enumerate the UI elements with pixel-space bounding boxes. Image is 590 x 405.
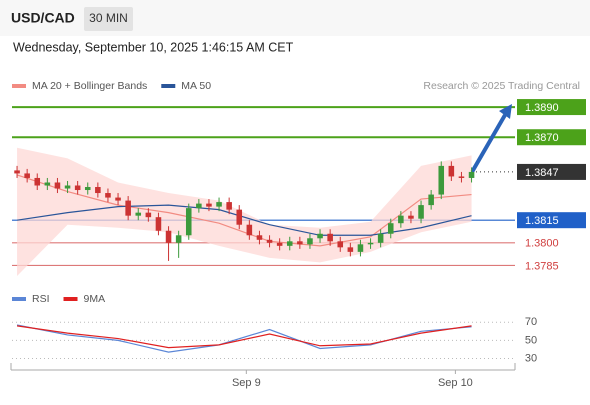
candle-body (74, 185, 81, 191)
indicator-line (16, 324, 472, 353)
candle-body (226, 202, 232, 210)
moving-average (16, 204, 472, 236)
candle-body (185, 208, 192, 236)
legend-label: RSI (32, 293, 50, 305)
candle-body (408, 215, 414, 219)
bollinger-band (17, 147, 472, 276)
candle-body (175, 235, 182, 243)
candle-body (236, 209, 243, 225)
level-label: 1.3785 (525, 260, 559, 272)
datetime: Wednesday, September 10, 2025 1:46:15 AM… (13, 40, 294, 54)
legend-swatch (12, 297, 26, 301)
legend-label: MA 20 + Bollinger Bands (32, 80, 147, 92)
candle-body (276, 242, 283, 246)
candle-body (95, 187, 101, 194)
x-tick-label: Sep 9 (232, 377, 261, 389)
level-tag (517, 129, 586, 146)
legend-swatch (12, 84, 26, 88)
candle-body (428, 194, 434, 206)
candle-body (357, 244, 364, 252)
forecast-arrow-head (499, 104, 512, 119)
y-tick-label: 30 (525, 352, 537, 364)
candle-body (286, 241, 293, 246)
indicator-line (16, 325, 472, 349)
x-tick-label: Sep 10 (438, 377, 473, 389)
candle-body (297, 241, 303, 245)
candle-body (216, 202, 222, 207)
candle-body (125, 200, 131, 216)
candle-body (135, 212, 142, 216)
level-tag (517, 212, 586, 229)
level-label: 1.3847 (525, 167, 559, 179)
level-label: 1.3815 (525, 215, 559, 227)
attribution: Research © 2025 Trading Central (423, 80, 580, 92)
candle-body (256, 235, 263, 240)
level-label: 1.3870 (525, 132, 559, 144)
candle-body (438, 165, 445, 195)
candle-body (54, 182, 61, 189)
candle-body (14, 170, 20, 174)
symbol: USD/CAD (11, 10, 75, 26)
level-tag (517, 163, 586, 180)
level-tag (517, 99, 586, 116)
legend-label: 9MA (84, 293, 106, 305)
candle-body (84, 187, 91, 191)
candle-body (44, 182, 51, 186)
moving-average (16, 174, 472, 247)
forecast-arrow (470, 113, 507, 174)
candle-body (327, 233, 333, 242)
candle-body (64, 185, 71, 189)
candle-body (448, 165, 455, 177)
candle-body (377, 233, 384, 243)
candle-body (317, 233, 323, 239)
candle-body (418, 205, 424, 219)
candle-body (337, 241, 344, 248)
candle-body (398, 215, 404, 224)
level-label: 1.3800 (525, 238, 559, 250)
candle-body (367, 242, 374, 245)
legend-label: MA 50 (181, 80, 211, 92)
candle-body (34, 177, 41, 186)
timeframe-box (84, 7, 133, 31)
candle-body (145, 212, 152, 218)
candle-body (24, 173, 30, 178)
candle-body (307, 238, 313, 245)
y-tick-label: 50 (525, 334, 537, 346)
candle-body (246, 224, 253, 236)
candle-body (155, 217, 162, 231)
candle-body (115, 197, 121, 201)
candle-body (266, 239, 273, 243)
legend-swatch (161, 84, 176, 88)
candle-body (206, 203, 212, 207)
legend-swatch (63, 297, 78, 301)
candle-body (468, 171, 475, 178)
timeframe: 30 MIN (89, 11, 128, 25)
candle-body (387, 223, 394, 234)
candle-body (347, 247, 354, 252)
candle-body (458, 176, 465, 178)
y-tick-label: 70 (525, 316, 537, 328)
candle-body (105, 193, 111, 198)
candle-body (165, 230, 172, 243)
level-label: 1.3890 (525, 102, 559, 114)
candle-body (196, 203, 202, 209)
